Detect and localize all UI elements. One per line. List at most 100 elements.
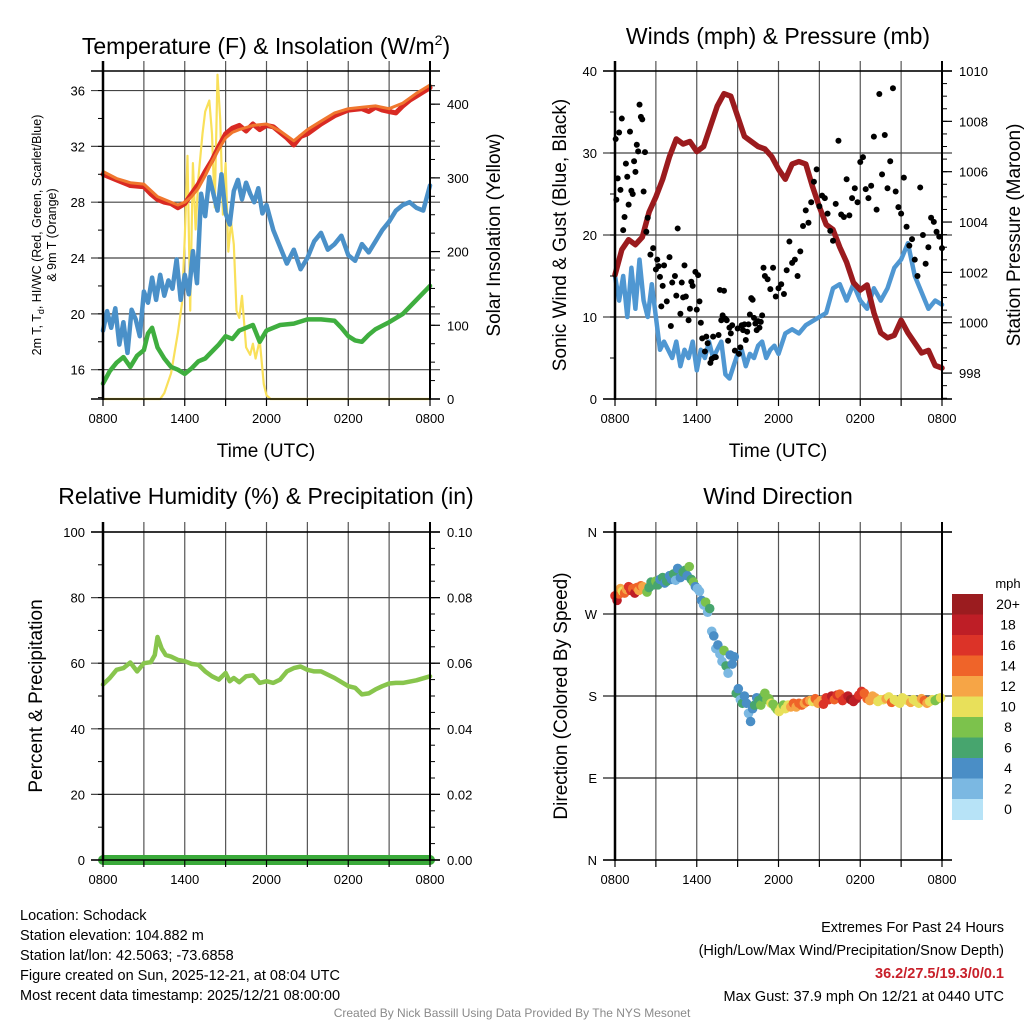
gust-point bbox=[821, 195, 828, 202]
temperature-y-axis-label-line1: 2m T, Td, HI/WC (Red, Green, Scarlet/Blu… bbox=[30, 115, 46, 356]
wind-direction-point bbox=[729, 652, 740, 662]
y-tick-label: 30 bbox=[583, 146, 597, 161]
y-tick-label: 0 bbox=[590, 392, 597, 407]
gust-point bbox=[626, 128, 633, 135]
wind-direction-point bbox=[684, 561, 695, 572]
gust-point bbox=[686, 305, 693, 312]
x-tick-label: 1400 bbox=[170, 411, 199, 426]
gust-point bbox=[936, 233, 943, 240]
colorbar-unit-label: mph bbox=[995, 576, 1020, 591]
colorbar-label: 10 bbox=[1000, 699, 1016, 715]
gust-point bbox=[925, 244, 932, 251]
gust-point bbox=[701, 348, 708, 355]
gust-point bbox=[715, 332, 722, 339]
gust-point bbox=[881, 131, 888, 138]
gust-point bbox=[760, 264, 767, 271]
y-right-tick-label: 300 bbox=[447, 171, 469, 186]
gust-point bbox=[734, 325, 741, 332]
colorbar-label: 16 bbox=[1000, 637, 1016, 653]
gust-point bbox=[633, 141, 640, 148]
gust-point bbox=[742, 336, 749, 343]
station-pressure-line bbox=[612, 90, 945, 371]
gust-point bbox=[797, 248, 804, 255]
temperature-x-axis-label: Time (UTC) bbox=[217, 441, 316, 462]
relative-humidity-line bbox=[100, 634, 433, 697]
wind-direction-point bbox=[733, 683, 744, 694]
gust-point bbox=[629, 191, 636, 197]
colorbar-swatch bbox=[952, 635, 983, 656]
gust-point bbox=[909, 236, 916, 243]
wind-y-axis-label: Sonic Wind & Gust (Blue, Black) bbox=[550, 99, 571, 371]
gust-point bbox=[919, 232, 926, 238]
gust-point bbox=[695, 272, 702, 279]
humidity-ticks: 0800 1400 2000 0200 0800 0 20 40 60 80 100 0.00 0.02… bbox=[63, 525, 472, 887]
gust-point bbox=[876, 90, 883, 97]
y-right-tick-label: 1008 bbox=[959, 114, 988, 129]
y-tick-label: 40 bbox=[583, 64, 597, 79]
gust-point bbox=[681, 262, 688, 269]
gust-point bbox=[693, 306, 700, 313]
x-tick-label: 2000 bbox=[764, 872, 793, 887]
wind-direction-point bbox=[739, 691, 750, 701]
gust-point bbox=[770, 264, 777, 271]
y-right-tick-label: 0.06 bbox=[447, 656, 472, 671]
colorbar-label: 0 bbox=[1004, 801, 1012, 817]
y-right-tick-label: 0.04 bbox=[447, 722, 472, 737]
series-group bbox=[612, 85, 945, 381]
gust-point bbox=[744, 328, 751, 335]
wind-pressure-panel: Winds (mph) & Pressure (mb) 0800 1400 2000… bbox=[550, 23, 1024, 462]
gust-point bbox=[778, 281, 785, 288]
gust-point bbox=[832, 200, 839, 207]
temperature-panel: Temperature (F) & Insolation (W/m2) 0800… bbox=[30, 32, 505, 462]
x-tick-label: 0800 bbox=[928, 872, 957, 887]
wind-direction-point bbox=[723, 668, 733, 679]
gust-point bbox=[710, 333, 717, 340]
gust-point bbox=[911, 256, 918, 263]
extremes-values: 36.2/27.5/19.3/0/0.1 bbox=[875, 966, 1004, 982]
series-group bbox=[610, 561, 946, 727]
wind-direction-panel: Wind Direction 0800 1400 2000 0200 0800 N E S W N… bbox=[551, 483, 1021, 887]
gust-point bbox=[641, 149, 648, 156]
pressure-y-axis-label: Station Pressure (Maroon) bbox=[1004, 124, 1024, 347]
wind-frame bbox=[603, 61, 952, 400]
temperature-series bbox=[100, 73, 433, 401]
gust-point bbox=[635, 148, 642, 155]
humidity-grid bbox=[91, 522, 440, 861]
gust-point bbox=[644, 214, 651, 221]
wind-direction-point bbox=[755, 700, 766, 710]
wind-direction-frame bbox=[603, 522, 952, 861]
y-tick-label: N bbox=[588, 853, 597, 868]
gust-point bbox=[805, 219, 812, 226]
y-right-tick-label: 0.00 bbox=[447, 853, 472, 868]
x-tick-label: 2000 bbox=[252, 872, 281, 887]
y-right-tick-label: 100 bbox=[447, 318, 469, 333]
gust-point bbox=[655, 263, 662, 270]
gust-point bbox=[757, 318, 764, 325]
gust-point bbox=[800, 222, 807, 229]
gust-point bbox=[643, 228, 650, 235]
y-tick-label: 20 bbox=[71, 787, 85, 802]
wind-direction-point bbox=[741, 698, 752, 709]
gust-point bbox=[685, 317, 692, 324]
gust-point bbox=[892, 188, 899, 195]
gust-point bbox=[898, 210, 905, 217]
y-right-tick-label: 0 bbox=[447, 392, 454, 407]
gust-point bbox=[632, 168, 639, 175]
gust-point bbox=[689, 282, 696, 289]
gust-point bbox=[624, 173, 631, 180]
gust-point bbox=[870, 133, 877, 140]
gust-point bbox=[868, 182, 875, 189]
wind-direction-ticks: 0800 1400 2000 0200 0800 N E S W N bbox=[585, 525, 957, 887]
credit-line: Created By Nick Bassill Using Data Provi… bbox=[333, 1006, 691, 1020]
gust-point bbox=[930, 218, 937, 225]
y-tick-label: 80 bbox=[71, 591, 85, 606]
gust-point bbox=[677, 310, 684, 317]
colorbar-swatch bbox=[952, 696, 983, 718]
x-tick-label: 2000 bbox=[252, 411, 281, 426]
colorbar-swatch bbox=[952, 799, 983, 820]
humidity-chart-title: Relative Humidity (%) & Precipitation (i… bbox=[58, 483, 473, 509]
y-tick-label: 16 bbox=[71, 363, 85, 378]
y-tick-label: E bbox=[588, 771, 597, 786]
y-tick-label: 28 bbox=[71, 195, 85, 210]
